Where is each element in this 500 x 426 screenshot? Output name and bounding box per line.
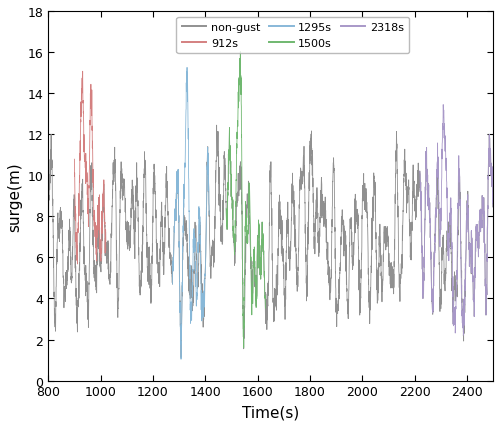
Y-axis label: surge(m): surge(m) — [7, 161, 22, 231]
Legend: non-gust, 912s, 1295s, 1500s, 2318s: non-gust, 912s, 1295s, 1500s, 2318s — [176, 17, 410, 54]
X-axis label: Time(s): Time(s) — [242, 404, 300, 419]
